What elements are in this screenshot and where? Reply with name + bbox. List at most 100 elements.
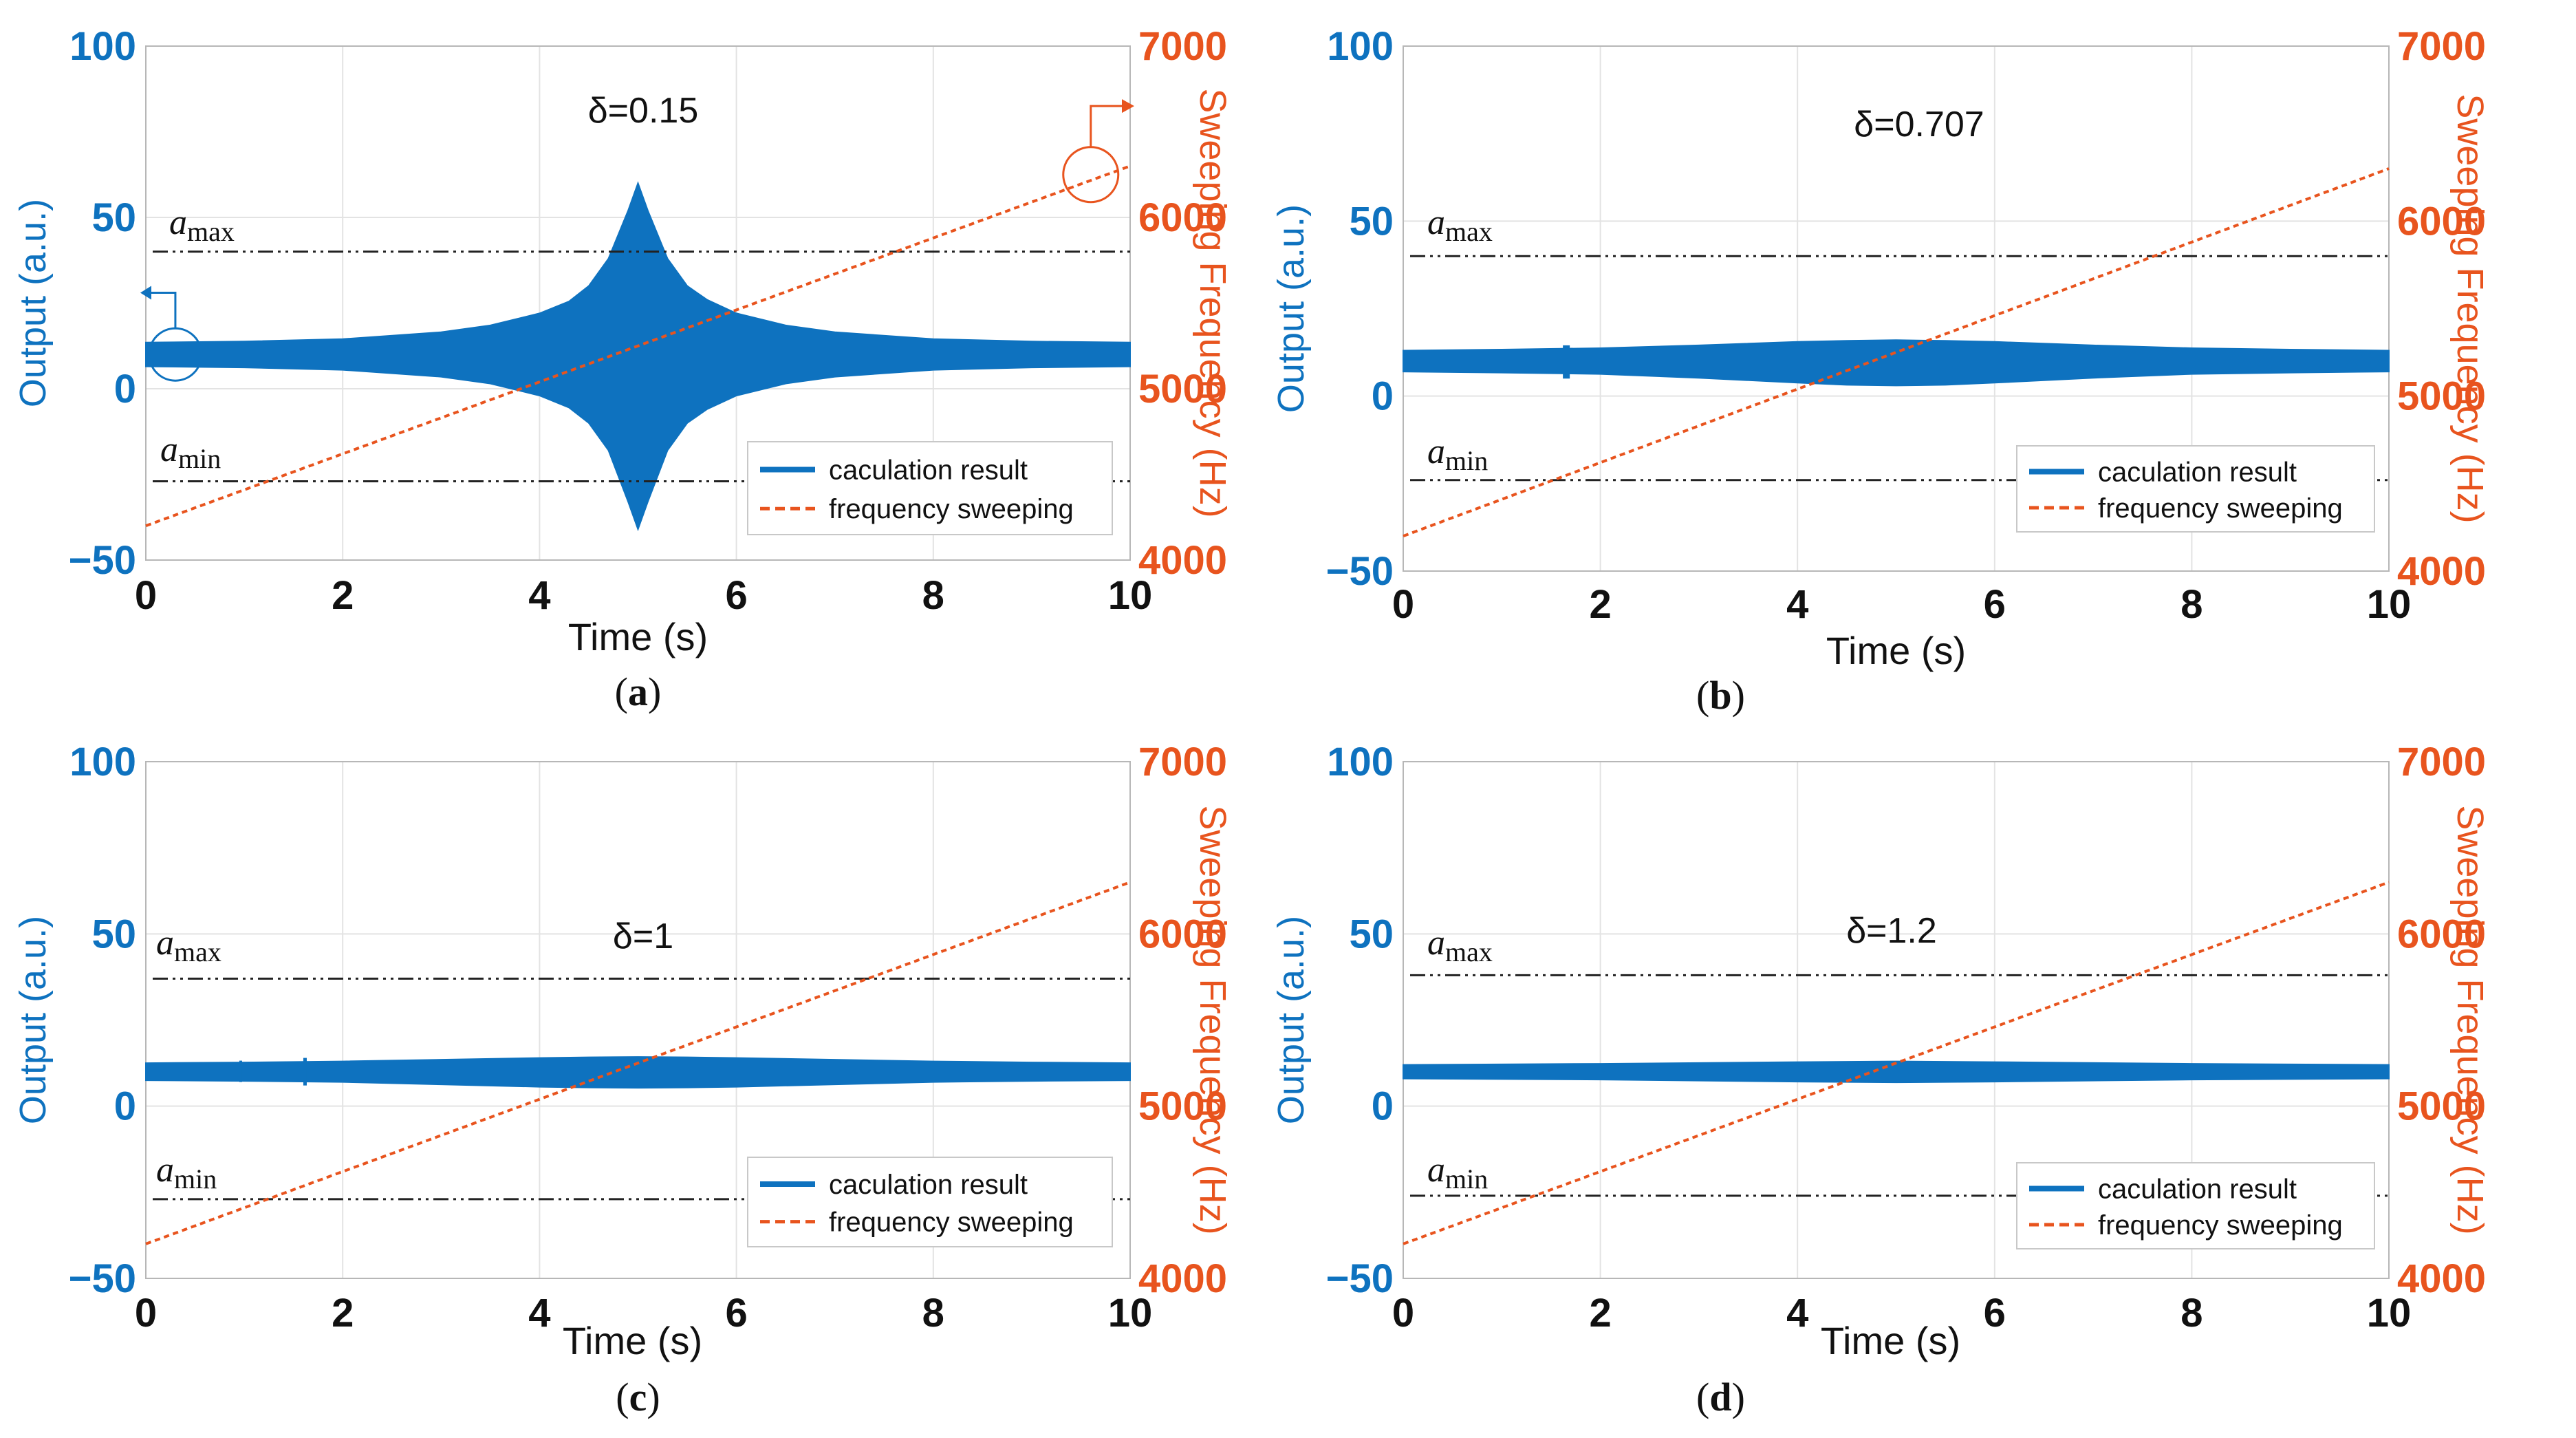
- legend-box: [2016, 445, 2375, 533]
- y-tick-right: 7000: [2397, 24, 2486, 69]
- y-tick-right: 5000: [1138, 1084, 1227, 1129]
- panel-caption: (a): [615, 669, 662, 714]
- y-tick-right: 6000: [1138, 912, 1227, 956]
- panel-a: amaxaminδ=0.15−5005010040005000600070000…: [12, 24, 1233, 714]
- y-tick-left: 0: [114, 1084, 136, 1129]
- x-tick: 10: [1108, 1291, 1153, 1335]
- output-transient: [1563, 345, 1570, 379]
- legend-label-sweep: frequency sweeping: [2098, 493, 2343, 524]
- plot-frame: [1403, 45, 2390, 572]
- y-tick-right: 6000: [2397, 912, 2486, 956]
- output-envelope: [145, 181, 1131, 532]
- legend-box: [747, 1157, 1113, 1247]
- frequency-sweep-line: [1403, 881, 2390, 1245]
- panel-caption: (c): [616, 1375, 660, 1419]
- left-axis-marker-head: [140, 286, 151, 300]
- y-tick-right: 4000: [2397, 549, 2486, 594]
- y-tick-right: 4000: [1138, 538, 1227, 583]
- y-tick-left: 100: [1327, 740, 1394, 784]
- delta-annotation: δ=0.15: [588, 91, 699, 131]
- y-tick-right: 6000: [2397, 199, 2486, 244]
- y-tick-left: 50: [91, 195, 136, 240]
- y-tick-right: 7000: [1138, 740, 1227, 784]
- plot-frame: [145, 45, 1131, 561]
- y-axis-label-right: Sweeping Frequency (Hz): [1192, 88, 1233, 517]
- output-transient: [239, 1060, 242, 1082]
- y-tick-left: 50: [1349, 199, 1394, 244]
- y-tick-left: −50: [69, 538, 136, 583]
- y-tick-right: 6000: [1138, 195, 1227, 240]
- a-max-label: amax: [169, 203, 235, 247]
- y-tick-left: 100: [69, 740, 136, 784]
- left-axis-marker-arrow: [151, 292, 177, 329]
- delta-annotation: δ=0.707: [1854, 105, 1984, 144]
- a-max-label: amax: [156, 923, 221, 967]
- y-axis-label-right: Sweeping Frequency (Hz): [2449, 94, 2491, 523]
- legend-label-output: caculation result: [2098, 458, 2297, 488]
- x-tick: 8: [2180, 1291, 2202, 1335]
- output-transient: [303, 1058, 307, 1086]
- x-tick: 2: [1589, 582, 1611, 627]
- y-tick-right: 4000: [2397, 1256, 2486, 1301]
- x-tick: 2: [332, 573, 354, 618]
- legend-box: [2016, 1162, 2375, 1249]
- output-envelope: [145, 1056, 1131, 1089]
- plot-frame: [145, 761, 1131, 1279]
- legend-label-sweep: frequency sweeping: [829, 1208, 1074, 1238]
- output-envelope: [1403, 1060, 2390, 1084]
- legend-label-output: caculation result: [2098, 1174, 2297, 1205]
- frequency-sweep-line: [1403, 167, 2390, 538]
- x-tick: 8: [922, 573, 944, 618]
- panel-b: amaxaminδ=0.707−500501004000500060007000…: [1270, 24, 2491, 718]
- plot-frame: [1403, 761, 2390, 1279]
- a-max-label: amax: [1427, 923, 1493, 967]
- delta-annotation: δ=1: [613, 916, 673, 956]
- frequency-sweep-line: [145, 881, 1131, 1245]
- panel-caption: (d): [1696, 1375, 1745, 1419]
- x-tick: 8: [922, 1291, 944, 1335]
- x-tick: 4: [528, 1291, 550, 1335]
- legend: caculation result frequency sweeping: [747, 1157, 1113, 1247]
- x-tick: 0: [135, 1291, 157, 1335]
- legend-label-sweep: frequency sweeping: [2098, 1210, 2343, 1241]
- legend-label-output: caculation result: [829, 455, 1028, 486]
- y-axis-label-left: Output (a.u.): [1270, 204, 1312, 413]
- y-tick-left: −50: [1326, 1256, 1394, 1301]
- x-tick: 6: [1984, 1291, 2006, 1335]
- legend-label-output: caculation result: [829, 1170, 1028, 1200]
- y-tick-right: 4000: [1138, 1256, 1227, 1301]
- x-tick: 4: [1786, 582, 1808, 627]
- y-tick-right: 5000: [2397, 1084, 2486, 1129]
- a-min-label: amin: [1427, 432, 1488, 476]
- x-axis-label: Time (s): [1821, 1319, 1960, 1362]
- x-axis-label: Time (s): [563, 1319, 702, 1362]
- x-tick: 6: [725, 573, 747, 618]
- legend: caculation result frequency sweeping: [2016, 1162, 2375, 1249]
- y-tick-left: 0: [1372, 1084, 1394, 1129]
- x-tick: 10: [2367, 582, 2412, 627]
- legend-label-sweep: frequency sweeping: [829, 494, 1074, 524]
- x-axis-label: Time (s): [568, 615, 708, 658]
- x-tick: 0: [1392, 1291, 1414, 1335]
- a-min-label: amin: [156, 1150, 217, 1194]
- x-tick: 6: [1984, 582, 2006, 627]
- y-tick-left: 50: [1349, 912, 1394, 956]
- legend: caculation result frequency sweeping: [747, 441, 1113, 535]
- y-axis-label-left: Output (a.u.): [12, 916, 54, 1124]
- y-tick-left: −50: [69, 1256, 136, 1301]
- y-tick-left: 0: [1372, 374, 1394, 419]
- x-axis-label: Time (s): [1826, 629, 1966, 672]
- y-tick-left: 50: [91, 912, 136, 956]
- y-tick-left: −50: [1326, 549, 1394, 594]
- right-axis-marker-head: [1122, 99, 1134, 114]
- y-tick-right: 7000: [1138, 24, 1227, 69]
- legend-box: [747, 441, 1113, 535]
- a-max-label: amax: [1427, 203, 1493, 247]
- y-tick-left: 100: [69, 24, 136, 69]
- y-axis-label-left: Output (a.u.): [1270, 916, 1312, 1124]
- y-axis-label-right: Sweeping Frequency (Hz): [1192, 805, 1233, 1234]
- y-tick-right: 7000: [2397, 740, 2486, 784]
- x-tick: 4: [1786, 1291, 1808, 1335]
